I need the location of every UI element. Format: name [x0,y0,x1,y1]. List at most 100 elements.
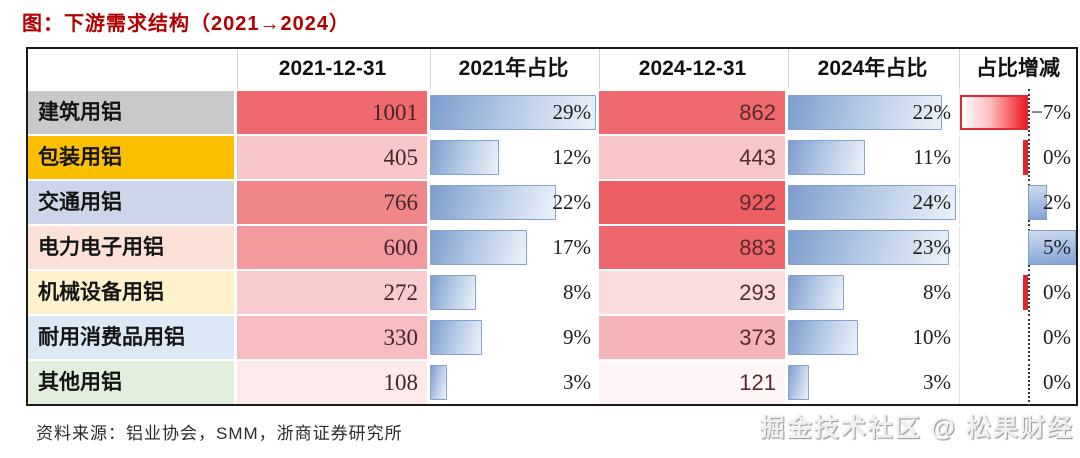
watermark: 掘金技术社区 @ 松果财经 [759,414,1074,442]
pct-2024-bar [788,185,956,220]
delta-axis [1027,134,1030,181]
table-row: 机械设备用铝 272 8% 293 8% 0% [28,269,1076,316]
pct-2021-value-label: 22% [552,190,592,214]
pct-2021-bar [430,140,499,175]
pct-2024-cell: 23% [788,226,956,269]
row-label: 交通用铝 [28,181,234,224]
pct-2021-value-label: 17% [552,235,592,259]
value-2021-cell: 405 [237,136,427,179]
pct-2021-value-label: 12% [552,145,592,169]
delta-value-label: 0% [1043,280,1071,304]
pct-2021-bar [430,320,482,355]
pct-2024-bar [788,95,942,130]
value-2024-cell: 443 [599,136,785,179]
delta-value-label: 0% [1043,145,1071,169]
row-label: 耐用消费品用铝 [28,316,234,359]
col-header-2024-value: 2024-12-31 [599,49,785,89]
value-2024-cell: 883 [599,226,785,269]
col-header-2024-share: 2024年占比 [788,49,956,89]
value-2021-cell: 1001 [237,91,427,134]
table-row: 其他用铝 108 3% 121 3% 0% [28,359,1076,406]
value-2024-cell: 121 [599,361,785,404]
pct-2024-value-label: 11% [913,145,951,169]
pct-2024-cell: 24% [788,181,956,224]
col-header-share-change: 占比增减 [959,49,1076,89]
col-header-2021-share: 2021年占比 [430,49,596,89]
row-label: 建筑用铝 [28,91,234,134]
pct-2024-cell: 8% [788,271,956,314]
header-row: 2021-12-31 2021年占比 2024-12-31 2024年占比 占比… [28,49,1076,89]
pct-2024-bar [788,275,844,310]
value-2024-cell: 293 [599,271,785,314]
pct-2021-value-label: 3% [563,370,591,394]
pct-2024-value-label: 8% [923,280,951,304]
delta-cell: 5% [959,224,1076,271]
pct-2021-cell: 29% [430,91,596,134]
delta-bar-negative [1022,275,1028,310]
data-table: 2021-12-31 2021年占比 2024-12-31 2024年占比 占比… [26,47,1078,406]
row-label: 机械设备用铝 [28,271,234,314]
pct-2021-cell: 12% [430,136,596,179]
pct-2021-value-label: 9% [563,325,591,349]
delta-bar-negative [1022,140,1028,175]
delta-value-label: −7% [1031,100,1071,124]
value-2021-cell: 330 [237,316,427,359]
row-label: 包装用铝 [28,136,234,179]
pct-2021-cell: 9% [430,316,596,359]
pct-2024-bar [788,320,858,355]
table-row: 耐用消费品用铝 330 9% 373 10% 0% [28,314,1076,361]
row-label: 电力电子用铝 [28,226,234,269]
pct-2024-cell: 11% [788,136,956,179]
table-row: 电力电子用铝 600 17% 883 23% 5% [28,224,1076,271]
table-row: 交通用铝 766 22% 922 24% 2% [28,179,1076,226]
pct-2024-bar [788,230,949,265]
pct-2024-value-label: 3% [923,370,951,394]
delta-bar-positive [1027,230,1076,265]
delta-axis [1027,314,1030,361]
pct-2021-bar [430,230,528,265]
delta-value-label: 0% [1043,370,1071,394]
pct-2021-cell: 8% [430,271,596,314]
pct-2021-cell: 22% [430,181,596,224]
pct-2021-cell: 3% [430,361,596,404]
pct-2024-value-label: 10% [912,325,952,349]
pct-2024-value-label: 23% [912,235,952,259]
pct-2024-bar [788,365,809,400]
value-2021-cell: 600 [237,226,427,269]
row-label: 其他用铝 [28,361,234,404]
delta-bar-negative [960,95,1028,130]
value-2021-cell: 766 [237,181,427,224]
table-row: 建筑用铝 1001 29% 862 22% −7% [28,89,1076,136]
delta-axis [1027,269,1030,316]
delta-cell: 0% [959,134,1076,181]
delta-value-label: 2% [1043,190,1071,214]
pct-2021-value-label: 8% [563,280,591,304]
delta-cell: 0% [959,359,1076,406]
delta-cell: 2% [959,179,1076,226]
value-2021-cell: 108 [237,361,427,404]
pct-2024-cell: 22% [788,91,956,134]
value-2024-cell: 922 [599,181,785,224]
value-2024-cell: 373 [599,316,785,359]
pct-2024-cell: 3% [788,361,956,404]
delta-axis [1027,359,1030,406]
table-body: 建筑用铝 1001 29% 862 22% −7% 包装用铝 405 12% 443 11% 0% 交通… [28,89,1076,406]
pct-2024-value-label: 22% [912,100,952,124]
delta-axis [1027,89,1030,136]
pct-2024-value-label: 24% [912,190,952,214]
pct-2021-bar [430,275,476,310]
value-2021-cell: 272 [237,271,427,314]
pct-2021-bar [430,95,596,130]
pct-2024-cell: 10% [788,316,956,359]
table-row: 包装用铝 405 12% 443 11% 0% [28,134,1076,181]
pct-2021-bar [430,365,448,400]
pct-2024-bar [788,140,865,175]
delta-value-label: 5% [1043,235,1071,259]
col-header-blank [28,49,234,89]
page-title: 图：下游需求结构（2021→2024） [22,13,350,35]
delta-cell: 0% [959,269,1076,316]
delta-cell: −7% [959,89,1076,136]
pct-2021-value-label: 29% [552,100,592,124]
pct-2021-cell: 17% [430,226,596,269]
source-note: 资料来源：铝业协会，SMM，浙商证券研究所 [36,424,403,443]
